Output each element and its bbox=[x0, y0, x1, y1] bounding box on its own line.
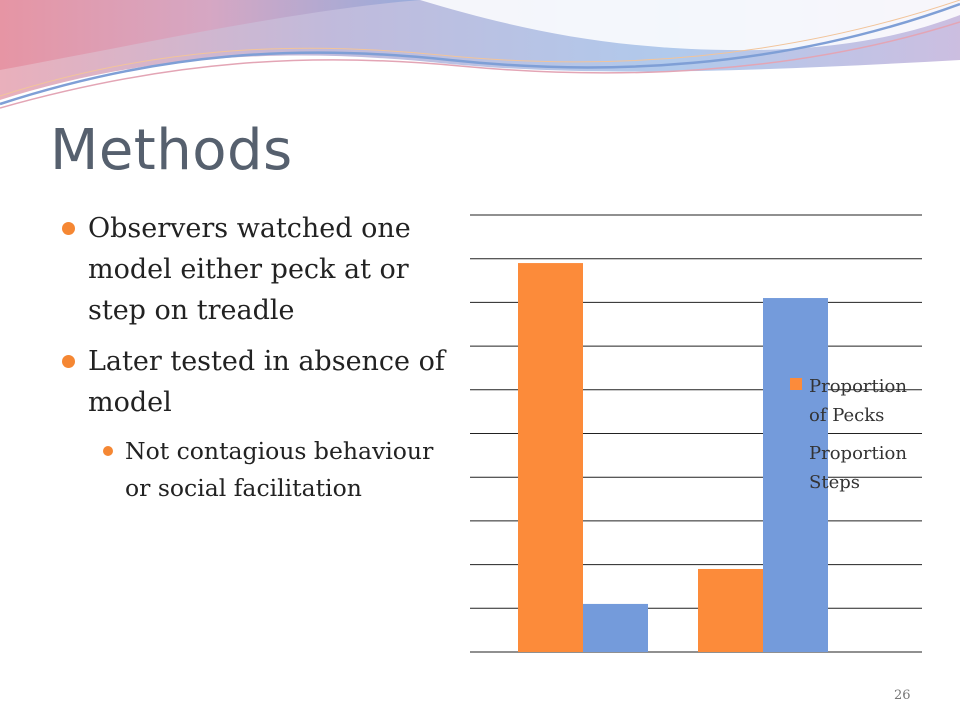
bullet-dot-icon bbox=[62, 222, 75, 235]
sub-bullet-item: Not contagious behaviour or social facil… bbox=[60, 433, 445, 507]
sub-bullet-text: Not contagious behaviour or social facil… bbox=[125, 437, 434, 502]
bullet-dot-icon bbox=[62, 355, 75, 368]
bullet-item: Later tested in absence of model bbox=[60, 341, 445, 423]
decorative-wave-banner bbox=[0, 0, 960, 109]
bar-steps-2 bbox=[763, 298, 828, 652]
slide-title: Methods bbox=[50, 118, 293, 183]
page-number: 26 bbox=[894, 688, 911, 703]
legend-label: Steps bbox=[809, 472, 860, 493]
bullet-text: Later tested in absence of model bbox=[88, 346, 445, 418]
bar-steps-1 bbox=[583, 603, 648, 652]
bullet-item: Observers watched one model either peck … bbox=[60, 208, 445, 331]
bullet-list: Observers watched one model either peck … bbox=[60, 208, 445, 507]
bar-pecks-1 bbox=[518, 263, 583, 652]
legend-swatch-icon bbox=[790, 378, 802, 390]
bullet-text: Observers watched one model either peck … bbox=[88, 213, 411, 326]
sub-bullet-dot-icon bbox=[103, 446, 113, 456]
legend-label: Proportion bbox=[809, 376, 907, 397]
legend-swatch-icon bbox=[790, 445, 802, 457]
bar-pecks-2 bbox=[698, 568, 763, 652]
legend-label: Proportion bbox=[809, 443, 907, 464]
legend-label: of Pecks bbox=[809, 405, 884, 426]
